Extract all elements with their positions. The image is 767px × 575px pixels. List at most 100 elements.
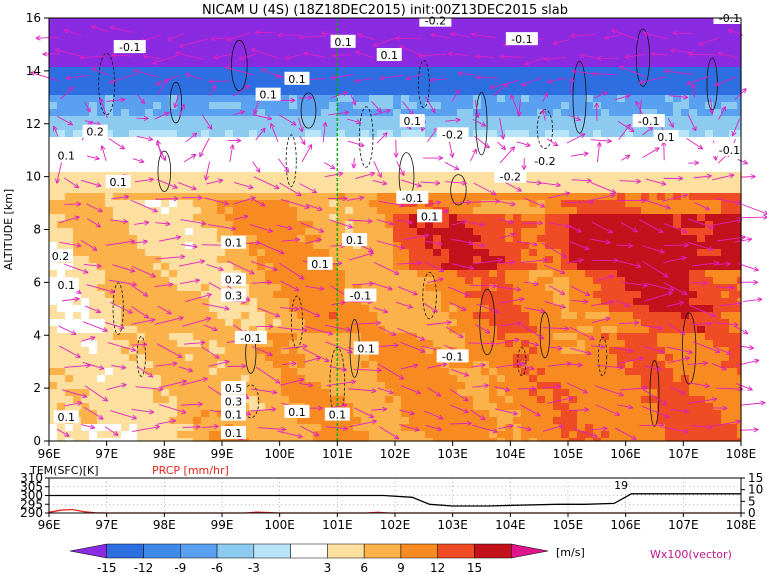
u-cell	[505, 291, 514, 299]
u-cell	[209, 249, 218, 257]
u-cell	[505, 340, 514, 348]
u-cell	[521, 158, 530, 166]
u-cell	[249, 165, 258, 173]
u-cell	[385, 312, 394, 320]
u-cell	[57, 291, 66, 299]
u-cell	[673, 242, 682, 250]
u-cell	[689, 410, 698, 418]
u-cell	[57, 81, 66, 89]
u-cell	[425, 319, 434, 327]
u-cell	[385, 123, 394, 131]
u-cell	[561, 305, 570, 313]
u-cell	[657, 102, 666, 110]
u-cell	[193, 361, 202, 369]
u-cell	[65, 326, 74, 334]
u-cell	[249, 186, 258, 194]
u-cell	[473, 39, 482, 47]
u-cell	[561, 95, 570, 103]
u-cell	[561, 116, 570, 124]
u-cell	[505, 284, 514, 292]
u-cell	[337, 396, 346, 404]
u-cell	[161, 319, 170, 327]
u-cell	[457, 417, 466, 425]
u-cell	[441, 410, 450, 418]
u-cell	[457, 396, 466, 404]
u-cell	[449, 438, 458, 442]
u-cell	[281, 130, 290, 138]
u-cell	[457, 39, 466, 47]
u-cell	[633, 270, 642, 278]
u-cell	[369, 410, 378, 418]
u-cell	[225, 319, 234, 327]
u-cell	[113, 249, 122, 257]
u-cell	[401, 46, 410, 54]
u-cell	[433, 137, 442, 145]
u-cell	[113, 165, 122, 173]
u-cell	[417, 256, 426, 264]
u-cell	[665, 18, 674, 26]
u-cell	[145, 277, 154, 285]
u-cell	[505, 214, 514, 222]
u-cell	[553, 130, 562, 138]
u-cell	[401, 25, 410, 33]
u-cell	[481, 186, 490, 194]
u-cell	[161, 137, 170, 145]
u-cell	[457, 186, 466, 194]
u-cell	[401, 361, 410, 369]
u-cell	[457, 361, 466, 369]
u-cell	[81, 95, 90, 103]
u-cell	[73, 263, 82, 271]
u-cell	[473, 193, 482, 201]
u-cell	[249, 200, 258, 208]
u-cell	[665, 375, 674, 383]
u-cell	[617, 158, 626, 166]
u-cell	[401, 109, 410, 117]
u-cell	[665, 403, 674, 411]
u-cell	[505, 403, 514, 411]
u-cell	[609, 109, 618, 117]
u-cell	[89, 186, 98, 194]
u-cell	[529, 179, 538, 187]
u-cell	[345, 375, 354, 383]
u-cell	[625, 25, 634, 33]
u-cell	[129, 158, 138, 166]
u-cell	[313, 18, 322, 26]
u-cell	[633, 151, 642, 159]
u-cell	[697, 116, 706, 124]
u-cell	[681, 277, 690, 285]
u-cell	[185, 88, 194, 96]
u-cell	[385, 291, 394, 299]
u-cell	[553, 32, 562, 40]
u-cell	[569, 403, 578, 411]
u-cell	[337, 277, 346, 285]
u-cell	[177, 242, 186, 250]
u-cell	[601, 95, 610, 103]
u-cell	[409, 312, 418, 320]
u-cell	[649, 340, 658, 348]
u-cell	[609, 361, 618, 369]
u-cell	[593, 389, 602, 397]
u-cell	[569, 256, 578, 264]
u-cell	[97, 88, 106, 96]
u-cell	[329, 130, 338, 138]
u-cell	[521, 340, 530, 348]
u-cell	[321, 25, 330, 33]
u-cell	[257, 165, 266, 173]
u-cell	[377, 228, 386, 236]
u-cell	[617, 249, 626, 257]
u-cell	[257, 235, 266, 243]
u-cell	[129, 151, 138, 159]
u-cell	[529, 165, 538, 173]
u-cell	[169, 207, 178, 215]
u-cell	[185, 81, 194, 89]
u-cell	[433, 263, 442, 271]
u-cell	[449, 53, 458, 61]
u-cell	[369, 228, 378, 236]
u-cell	[513, 298, 522, 306]
u-cell	[473, 32, 482, 40]
u-cell	[305, 417, 314, 425]
u-cell	[281, 333, 290, 341]
u-cell	[489, 88, 498, 96]
u-cell	[601, 403, 610, 411]
u-cell	[601, 417, 610, 425]
